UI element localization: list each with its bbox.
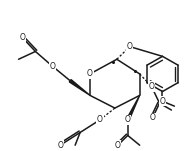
Text: O: O: [125, 115, 131, 124]
Text: O: O: [127, 42, 133, 51]
Text: O: O: [149, 82, 155, 91]
Polygon shape: [126, 95, 140, 120]
Text: O: O: [97, 115, 103, 124]
Text: O: O: [57, 141, 63, 150]
Text: O: O: [115, 141, 121, 150]
Polygon shape: [69, 80, 90, 95]
Text: O: O: [150, 113, 156, 122]
Text: O: O: [20, 33, 26, 42]
Text: O: O: [160, 97, 165, 106]
Text: O: O: [87, 69, 93, 78]
Text: O: O: [49, 62, 55, 71]
